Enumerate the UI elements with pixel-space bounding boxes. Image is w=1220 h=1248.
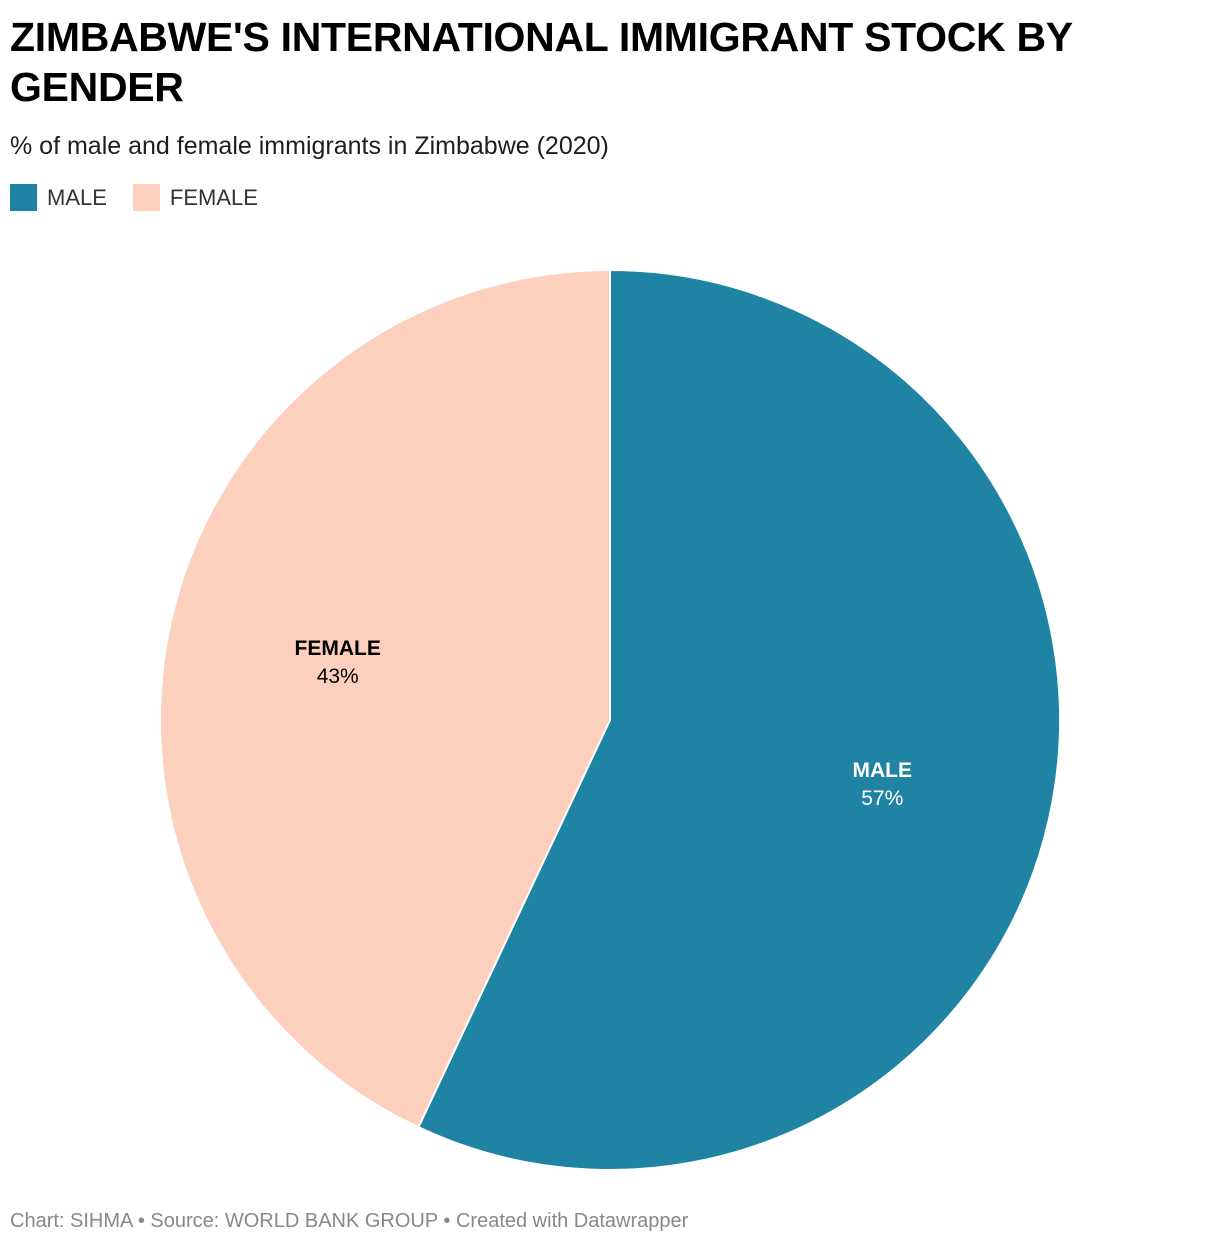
slice-label-value-female: 43% — [317, 665, 359, 688]
pie-slice-male — [417, 269, 1061, 1171]
legend-swatch-female — [132, 184, 160, 211]
legend: MALE FEMALE — [10, 184, 258, 211]
legend-item-male: MALE — [10, 184, 107, 211]
chart-footer: Chart: SIHMA • Source: WORLD BANK GROUP … — [10, 1210, 689, 1232]
pie-chart: MALE 57% FEMALE 43% — [0, 240, 1220, 1200]
legend-swatch-male — [10, 184, 37, 211]
slice-label-name-female: FEMALE — [295, 637, 381, 660]
legend-label-female: FEMALE — [169, 184, 258, 210]
chart-subtitle: % of male and female immigrants in Zimba… — [10, 132, 609, 160]
chart-title: ZIMBABWE'S INTERNATIONAL IMMIGRANT STOCK… — [10, 14, 1073, 110]
pie-slice-female — [159, 269, 611, 1129]
slice-label-value-male: 57% — [861, 787, 903, 810]
slice-label-name-male: MALE — [853, 759, 913, 782]
slice-label-male: MALE 57% — [853, 759, 913, 810]
legend-label-male: MALE — [47, 184, 107, 210]
pie-chart-svg: MALE 57% FEMALE 43% — [159, 269, 1061, 1171]
legend-item-female: FEMALE — [132, 184, 258, 211]
slice-label-female: FEMALE 43% — [295, 637, 381, 688]
